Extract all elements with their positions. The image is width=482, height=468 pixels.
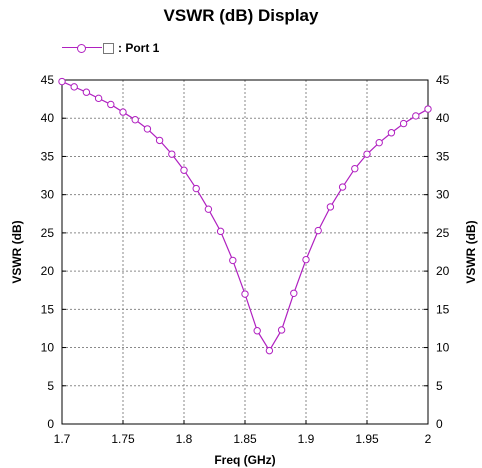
data-point bbox=[277, 326, 286, 334]
x-tick-label: 1.95 bbox=[355, 432, 379, 446]
data-point bbox=[155, 136, 164, 145]
legend: : Port 1 bbox=[62, 40, 159, 56]
x-axis-label: Freq (GHz) bbox=[214, 453, 275, 467]
data-point bbox=[412, 112, 420, 120]
y-tick-label-left: 30 bbox=[41, 188, 55, 202]
data-point bbox=[131, 116, 139, 124]
data-point bbox=[119, 108, 127, 116]
data-point bbox=[94, 94, 103, 103]
y-tick-label-left: 5 bbox=[47, 379, 54, 393]
y-tick-label-right: 25 bbox=[436, 226, 450, 240]
grid-layer bbox=[62, 80, 428, 424]
y-tick-label-right: 15 bbox=[436, 302, 450, 316]
data-point bbox=[424, 105, 432, 113]
y-tick-label-left: 20 bbox=[41, 264, 55, 278]
data-point bbox=[253, 327, 261, 335]
data-point bbox=[216, 227, 225, 236]
y-tick-label-right: 5 bbox=[436, 379, 443, 393]
data-point bbox=[302, 255, 310, 264]
x-tick-label: 2 bbox=[425, 432, 432, 446]
data-point bbox=[314, 226, 322, 235]
y-tick-label-left: 15 bbox=[41, 302, 55, 316]
y-tick-label-right: 10 bbox=[436, 341, 450, 355]
data-point bbox=[387, 129, 396, 137]
data-point bbox=[265, 346, 274, 355]
axis-layer bbox=[61, 79, 429, 425]
data-point bbox=[82, 88, 91, 96]
legend-checkbox[interactable] bbox=[103, 42, 114, 54]
label-layer: 0 0 5 5 10 10 15 15 20 20 25 25 30 30 35 35 40 40 45 45 1.7 1… bbox=[10, 73, 478, 467]
x-tick-label: 1.7 bbox=[54, 432, 71, 446]
data-point bbox=[241, 290, 249, 298]
data-point bbox=[229, 256, 237, 265]
y-tick-label-left: 25 bbox=[41, 226, 55, 240]
data-point bbox=[107, 100, 115, 109]
data-point bbox=[204, 205, 213, 213]
y-axis-label-left: VSWR (dB) bbox=[10, 220, 24, 283]
data-point bbox=[180, 166, 188, 174]
data-point bbox=[143, 125, 152, 133]
data-point bbox=[168, 150, 176, 158]
data-point bbox=[326, 203, 335, 211]
y-tick-label-right: 30 bbox=[436, 188, 450, 202]
data-point bbox=[192, 184, 200, 193]
legend-circle-marker bbox=[77, 44, 86, 53]
y-tick-label-right: 20 bbox=[436, 264, 450, 278]
y-axis-label-right: VSWR (dB) bbox=[464, 220, 478, 283]
chart-title: VSWR (dB) Display bbox=[163, 6, 319, 25]
y-tick-label-left: 45 bbox=[41, 73, 55, 87]
data-point bbox=[375, 138, 383, 147]
y-tick-label-right: 45 bbox=[436, 73, 450, 87]
data-point bbox=[338, 183, 347, 191]
x-tick-label: 1.85 bbox=[233, 432, 257, 446]
y-tick-label-left: 40 bbox=[41, 111, 55, 125]
x-tick-label: 1.75 bbox=[111, 432, 135, 446]
y-tick-label-right: 35 bbox=[436, 149, 450, 163]
y-tick-label-right: 40 bbox=[436, 111, 450, 125]
x-tick-label: 1.8 bbox=[176, 432, 193, 446]
data-point bbox=[70, 83, 78, 91]
y-tick-label-left: 10 bbox=[41, 341, 55, 355]
x-tick-label: 1.9 bbox=[298, 432, 315, 446]
series-layer bbox=[58, 77, 432, 355]
data-point bbox=[58, 77, 66, 86]
y-tick-label-left: 35 bbox=[41, 149, 55, 163]
data-point bbox=[399, 119, 408, 128]
legend-label-port1: : Port 1 bbox=[118, 41, 160, 55]
y-tick-label-right: 0 bbox=[436, 417, 443, 431]
data-point bbox=[363, 150, 371, 158]
y-tick-label-left: 0 bbox=[47, 417, 54, 431]
legend-line-marker bbox=[62, 40, 102, 56]
data-point bbox=[290, 289, 298, 297]
data-point bbox=[351, 164, 359, 173]
